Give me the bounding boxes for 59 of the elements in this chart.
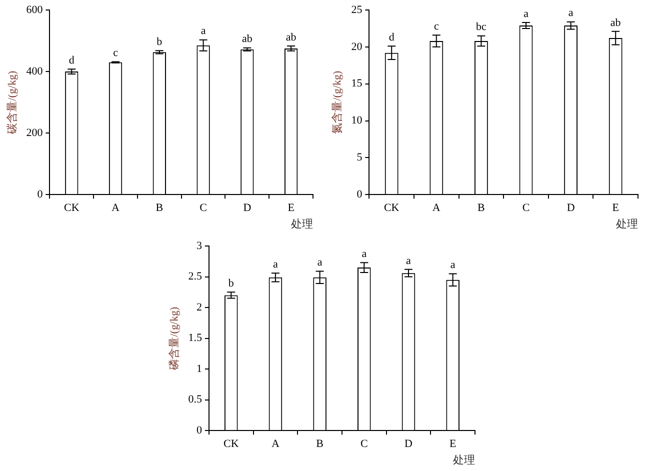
annotation: ab [610,16,622,29]
y-tick-label: 2.5 [188,270,202,283]
x-tick-label: CK [384,202,400,214]
x-tick-label: D [243,202,252,214]
y-tick-label: 10 [351,114,363,127]
annotation: d [388,32,395,44]
annotation: a [524,8,529,20]
x-tick-label: A [112,202,120,214]
x-tick-label: B [478,202,485,214]
y-tick-label: 3 [196,240,202,252]
annotation: c [434,20,439,32]
y-tick-label: 600 [26,4,44,16]
y-tick-label: 0 [356,188,363,200]
x-tick-label: D [566,202,575,214]
y-tick-label: 2 [196,301,202,314]
y-axis-title: 碳含量/(g/kg) [5,70,18,135]
x-tick-label: E [612,202,620,214]
annotation: a [406,254,412,267]
annotation: ab [242,33,253,46]
y-tick-label: 0 [196,424,202,436]
y-axis-title: 磷含量/(g/kg) [167,306,180,371]
annotation: a [273,258,278,270]
annotation: a [362,248,367,260]
x-axis-title: 处理 [453,453,475,466]
y-tick-label: 15 [351,78,363,90]
y-tick-label: 200 [26,126,44,139]
x-tick-label: B [316,438,324,450]
y-tick-label: 25 [351,4,363,16]
annotation: c [113,47,118,60]
annotation: a [200,25,206,38]
y-tick-label: 20 [351,40,363,53]
y-axis-title: 氮含量/(g/kg) [330,70,344,134]
annotation: b [156,36,163,48]
annotation: b [228,278,234,290]
x-tick-label: D [404,438,413,450]
y-tick-label: 400 [26,65,44,78]
annotation: d [68,54,75,66]
annotation: a [450,259,456,272]
y-tick-label: 1.5 [188,332,202,344]
annotation: bc [476,21,487,34]
x-tick-label: E [449,438,456,450]
x-tick-label: A [432,202,440,214]
x-tick-label: C [522,202,530,214]
x-axis-title: 处理 [616,217,638,230]
y-tick-label: 0.5 [188,394,202,406]
annotation: ab [286,31,297,44]
y-tick-label: 0 [37,188,44,200]
y-tick-label: 1 [196,362,202,375]
x-tick-label: A [271,438,280,450]
x-axis-title: 处理 [291,217,313,230]
x-tick-label: CK [64,202,80,214]
x-tick-label: B [156,202,164,214]
y-tick-label: 5 [356,152,363,164]
x-tick-label: E [288,202,295,214]
annotation: a [568,7,574,20]
x-tick-label: C [360,438,368,450]
x-tick-label: C [200,202,207,214]
x-tick-label: CK [223,438,239,450]
annotation: a [317,256,322,269]
